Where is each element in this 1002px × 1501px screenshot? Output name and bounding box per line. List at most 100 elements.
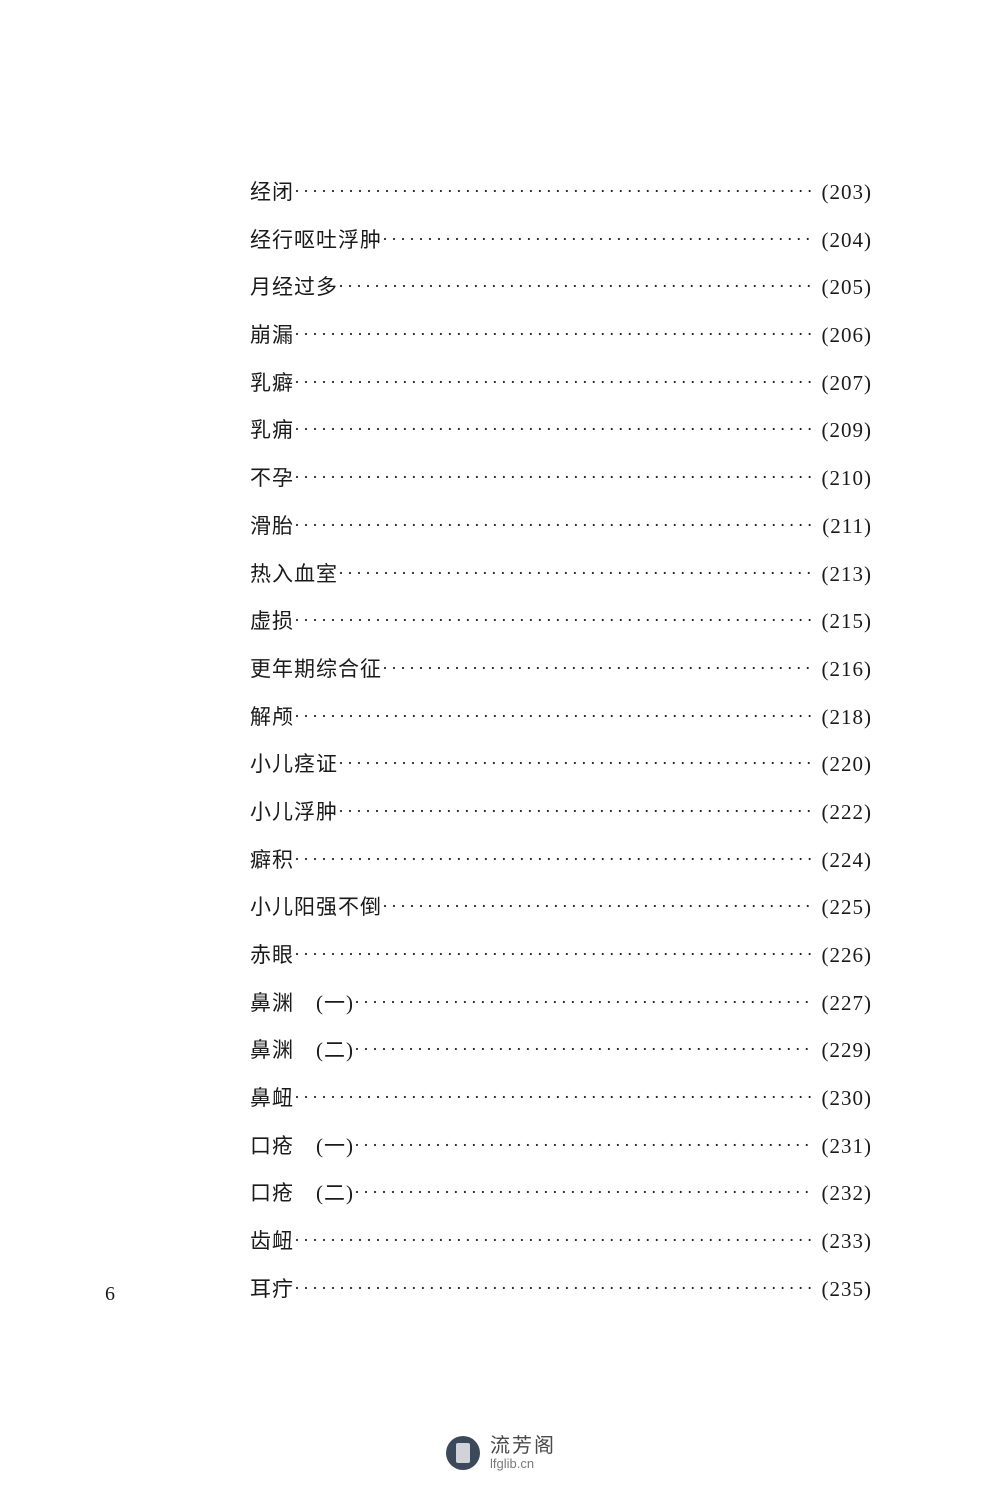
toc-entry: 鼻渊 (二)··································… (250, 1038, 872, 1063)
toc-page-number: (222) (822, 800, 873, 825)
toc-label: 乳癖 (250, 371, 294, 396)
toc-label: 乳痈 (250, 418, 294, 443)
toc-dots-leader: ········································… (294, 849, 814, 871)
toc-entry: 口疮 (二)··································… (250, 1181, 872, 1206)
toc-entry: 赤眼······································… (250, 943, 872, 968)
toc-label: 解颅 (250, 705, 294, 730)
toc-entry: 癖积······································… (250, 848, 872, 873)
toc-dots-leader: ········································… (294, 419, 814, 441)
toc-page-number: (230) (822, 1086, 873, 1111)
toc-entry: 齿衄······································… (250, 1229, 872, 1254)
toc-page-number: (209) (822, 418, 873, 443)
toc-dots-leader: ········································… (382, 658, 814, 680)
toc-dots-leader: ········································… (294, 324, 814, 346)
toc-label: 鼻渊 (一) (250, 991, 354, 1016)
toc-page-number: (207) (822, 371, 873, 396)
toc-page-number: (231) (822, 1134, 873, 1159)
toc-entry: 崩漏······································… (250, 323, 872, 348)
toc-label: 崩漏 (250, 323, 294, 348)
toc-entry: 小儿痉证····································… (250, 752, 872, 777)
toc-dots-leader: ········································… (294, 944, 814, 966)
toc-label: 耳疔 (250, 1277, 294, 1302)
toc-dots-leader: ········································… (338, 563, 814, 585)
toc-entry: 鼻衄······································… (250, 1086, 872, 1111)
toc-dots-leader: ········································… (354, 1182, 814, 1204)
toc-label: 虚损 (250, 609, 294, 634)
toc-label: 滑胎 (250, 514, 294, 539)
toc-page-number: (232) (822, 1181, 873, 1206)
toc-dots-leader: ········································… (338, 801, 814, 823)
toc-label: 鼻渊 (二) (250, 1038, 354, 1063)
toc-dots-leader: ········································… (354, 1039, 814, 1061)
logo-text: 流芳阁 lfglib.cn (490, 1435, 556, 1471)
toc-entry: 解颅······································… (250, 705, 872, 730)
toc-page-number: (206) (822, 323, 873, 348)
toc-page-number: (235) (822, 1277, 873, 1302)
toc-page-number: (211) (822, 514, 872, 539)
toc-entry: 乳痈······································… (250, 418, 872, 443)
toc-entry: 口疮 (一)··································… (250, 1134, 872, 1159)
toc-entry: 滑胎······································… (250, 514, 872, 539)
toc-dots-leader: ········································… (382, 896, 814, 918)
toc-dots-leader: ········································… (354, 992, 814, 1014)
logo-url: lfglib.cn (490, 1457, 556, 1471)
toc-dots-leader: ········································… (294, 372, 814, 394)
toc-label: 不孕 (250, 466, 294, 491)
toc-dots-leader: ········································… (294, 181, 814, 203)
toc-dots-leader: ········································… (294, 706, 814, 728)
toc-page-number: (225) (822, 895, 873, 920)
toc-page-number: (215) (822, 609, 873, 634)
toc-entry: 月经过多····································… (250, 275, 872, 300)
toc-dots-leader: ········································… (294, 1087, 814, 1109)
logo-badge-icon (446, 1436, 480, 1470)
toc-dots-leader: ········································… (294, 515, 814, 537)
toc-label: 齿衄 (250, 1229, 294, 1254)
page-number: 6 (105, 1283, 115, 1306)
toc-label: 鼻衄 (250, 1086, 294, 1111)
toc-entry: 鼻渊 (一)··································… (250, 991, 872, 1016)
toc-label: 口疮 (一) (250, 1134, 354, 1159)
logo-badge-inner (456, 1443, 470, 1463)
toc-label: 赤眼 (250, 943, 294, 968)
toc-dots-leader: ········································… (354, 1135, 814, 1157)
toc-entry: 更年期综合征··································… (250, 657, 872, 682)
toc-dots-leader: ········································… (294, 1278, 814, 1300)
toc-page-number: (205) (822, 275, 873, 300)
toc-page-number: (203) (822, 180, 873, 205)
document-page: 经闭······································… (0, 0, 1002, 1501)
toc-page-number: (229) (822, 1038, 873, 1063)
toc-page-number: (220) (822, 752, 873, 777)
toc-page-number: (216) (822, 657, 873, 682)
toc-dots-leader: ········································… (382, 229, 814, 251)
toc-page-number: (218) (822, 705, 873, 730)
table-of-contents: 经闭······································… (250, 180, 872, 1302)
toc-page-number: (204) (822, 228, 873, 253)
toc-dots-leader: ········································… (294, 1230, 814, 1252)
toc-dots-leader: ········································… (338, 276, 814, 298)
toc-dots-leader: ········································… (294, 610, 814, 632)
toc-entry: 小儿阳强不倒··································… (250, 895, 872, 920)
toc-entry: 经行呕吐浮肿··································… (250, 228, 872, 253)
toc-label: 月经过多 (250, 275, 338, 300)
toc-entry: 虚损······································… (250, 609, 872, 634)
toc-entry: 热入血室····································… (250, 562, 872, 587)
toc-page-number: (233) (822, 1229, 873, 1254)
toc-label: 更年期综合征 (250, 657, 382, 682)
toc-entry: 耳疔······································… (250, 1277, 872, 1302)
toc-label: 热入血室 (250, 562, 338, 587)
toc-page-number: (226) (822, 943, 873, 968)
toc-page-number: (227) (822, 991, 873, 1016)
footer-watermark: 流芳阁 lfglib.cn (446, 1435, 556, 1471)
toc-label: 经行呕吐浮肿 (250, 228, 382, 253)
toc-entry: 乳癖······································… (250, 371, 872, 396)
toc-label: 小儿阳强不倒 (250, 895, 382, 920)
logo-chinese-name: 流芳阁 (490, 1435, 556, 1457)
toc-entry: 小儿浮肿····································… (250, 800, 872, 825)
toc-page-number: (224) (822, 848, 873, 873)
toc-label: 小儿浮肿 (250, 800, 338, 825)
toc-entry: 不孕······································… (250, 466, 872, 491)
toc-label: 口疮 (二) (250, 1181, 354, 1206)
toc-label: 癖积 (250, 848, 294, 873)
toc-dots-leader: ········································… (338, 753, 814, 775)
toc-page-number: (210) (822, 466, 873, 491)
